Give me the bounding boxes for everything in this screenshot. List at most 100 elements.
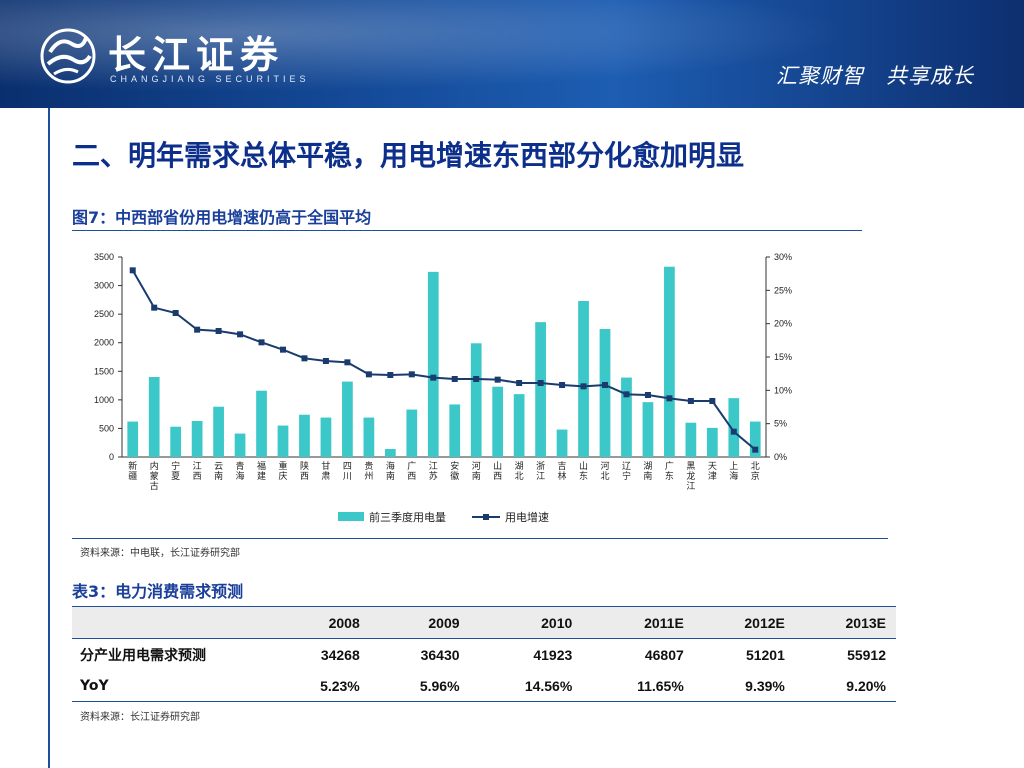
table-cell: 46807 — [644, 646, 684, 663]
figure-caption: 图7：中西部省份用电增速仍高于全国平均 — [72, 208, 372, 227]
table-cell: 5.23% — [270, 670, 370, 702]
x-tick-label: 广东 — [665, 460, 674, 482]
growth-point — [730, 428, 737, 435]
bar — [213, 406, 224, 457]
legend-bar-label: 前三季度用电量 — [369, 510, 446, 524]
table-cell: 11.65% — [582, 670, 694, 702]
left-axis-tick-label: 3000 — [94, 281, 114, 291]
x-tick-label: 辽宁 — [622, 461, 631, 482]
bar — [578, 301, 589, 457]
left-axis-tick-label: 0 — [109, 452, 114, 462]
figure-bottom-rule — [72, 538, 888, 539]
left-axis-tick-label: 3500 — [94, 252, 114, 262]
bar — [642, 402, 654, 457]
bar — [170, 426, 182, 457]
growth-point — [365, 371, 372, 378]
x-tick-label: 四川 — [343, 462, 352, 482]
growth-point — [644, 392, 651, 398]
bar — [191, 421, 203, 457]
x-tick-label: 陕西 — [300, 460, 309, 482]
company-logo-icon — [40, 28, 96, 84]
growth-point — [559, 382, 566, 388]
x-tick-label: 甘肃 — [321, 460, 330, 482]
bar — [728, 398, 740, 457]
brand-name-en: CHANGJIANG SECURITIES — [110, 74, 310, 84]
x-tick-label: 山东 — [579, 461, 588, 482]
x-tick-label: 河北 — [600, 460, 609, 482]
right-axis-tick-label: 15% — [774, 352, 792, 362]
bar — [427, 271, 439, 457]
growth-point — [215, 328, 222, 334]
growth-point — [280, 346, 286, 353]
table-header-row: 2008 2009 2010 2011E 2012E 2013E — [72, 606, 896, 639]
x-tick-label: 重庆 — [278, 460, 287, 482]
x-tick-label: 江苏 — [429, 461, 438, 482]
table-row: YoY 5.23% 5.96% 14.56% 11.65% 9.39% 9.20… — [72, 670, 896, 702]
left-axis-tick-label: 2500 — [94, 309, 114, 319]
growth-point — [666, 395, 673, 402]
table-header-cell: 2013E — [794, 606, 896, 639]
growth-point — [322, 358, 329, 364]
bar — [299, 414, 310, 457]
bar — [492, 386, 504, 457]
figure-source: 资料来源：中电联，长江证券研究部 — [80, 548, 240, 559]
bar — [535, 322, 546, 457]
x-tick-label: 河南 — [472, 460, 481, 482]
growth-point — [237, 331, 244, 338]
x-tick-label: 海南 — [386, 460, 395, 482]
table-cell: 分产业用电需求预测 — [80, 647, 206, 664]
table-header-cell: 2012E — [693, 606, 795, 639]
growth-point — [623, 391, 630, 398]
growth-point — [408, 371, 415, 378]
x-tick-label: 贵州 — [364, 460, 373, 482]
bar — [749, 421, 761, 457]
growth-point — [516, 380, 523, 386]
x-tick-label: 山西 — [493, 461, 502, 482]
growth-point — [258, 339, 265, 346]
dual-axis-chart: 0 500 1000 1500 2000 2500 3000 3500 0% 5% 10% 15% 20… — [94, 252, 792, 524]
bar — [706, 427, 718, 457]
table-source: 资料来源：长江证券研究部 — [80, 712, 200, 723]
table-cell: 9.20% — [794, 670, 896, 702]
bar — [256, 390, 267, 457]
x-tick-label: 新疆 — [128, 460, 137, 482]
x-tick-label: 吉林 — [558, 461, 567, 482]
legend-line-marker — [483, 514, 489, 520]
right-axis-tick-label: 5% — [774, 419, 787, 429]
bar — [148, 377, 160, 457]
table-row: 分产业用电需求预测 34268 36430 41923 46807 51201 … — [72, 639, 896, 671]
left-axis-tick-label: 1000 — [94, 395, 114, 405]
table-header-cell: 2011E — [582, 606, 694, 639]
table-header-cell: 2009 — [369, 606, 470, 639]
bar — [363, 417, 375, 457]
right-axis-tick-label: 25% — [774, 285, 792, 295]
x-tick-label: 福建 — [257, 460, 266, 482]
table-cell: 9.39% — [693, 670, 795, 702]
table-cell: 34268 — [320, 646, 360, 663]
right-axis-tick-label: 20% — [774, 319, 792, 329]
x-tick-label: 黑龙江 — [686, 461, 695, 492]
bar — [234, 433, 246, 457]
forecast-table: 2008 2009 2010 2011E 2012E 2013E 分产业用电需求… — [72, 606, 896, 702]
growth-point — [473, 376, 480, 382]
growth-point — [151, 304, 158, 311]
slide-title: 二、明年需求总体平稳，用电增速东西部分化愈加明显 — [72, 139, 745, 172]
bar — [685, 422, 697, 457]
growth-point — [129, 267, 136, 274]
table-cell: 41923 — [533, 646, 573, 663]
x-tick-label: 天津 — [708, 462, 717, 482]
left-axis-tick-label: 1500 — [94, 366, 114, 376]
growth-line — [131, 269, 756, 451]
table-cell: 36430 — [420, 646, 460, 663]
x-tick-label: 云南 — [214, 462, 223, 482]
x-tick-label: 北京 — [751, 461, 760, 482]
bar — [621, 377, 632, 457]
right-axis-tick-label: 0% — [774, 452, 787, 462]
bar — [664, 266, 675, 457]
growth-point — [580, 383, 587, 390]
x-tick-label: 湖北 — [515, 461, 524, 482]
x-tick-label: 广西 — [407, 460, 416, 482]
bar — [556, 429, 568, 457]
x-tick-label: 内蒙古 — [150, 460, 159, 492]
bar — [599, 329, 611, 457]
